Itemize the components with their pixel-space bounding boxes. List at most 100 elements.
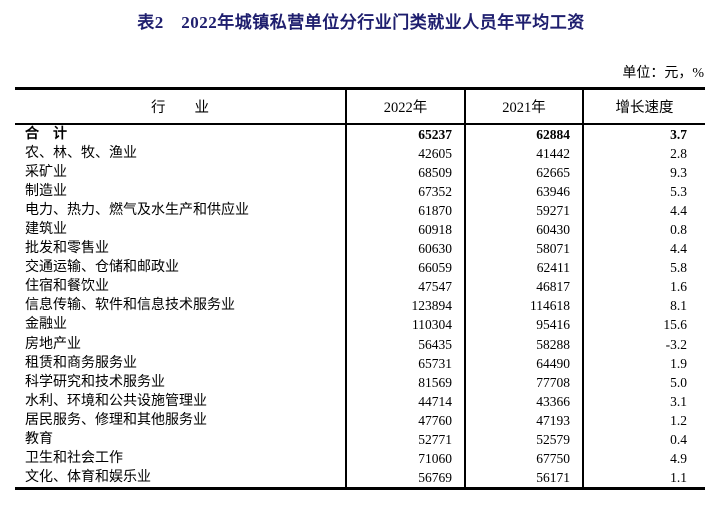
col-header-2021: 2021年: [464, 88, 583, 125]
industry-name-cell: 制造业: [25, 183, 67, 199]
growth-rate-cell: 3.1: [582, 391, 705, 411]
table-row: 科学研究和技术服务业 81569 77708 5.0: [15, 372, 705, 392]
table-header: 行 业 2022年 2021年 增长速度: [15, 88, 705, 125]
industry-name-cell: 金融业: [25, 317, 67, 333]
table-row: 交通运输、仓储和邮政业 66059 62411 5.8: [15, 258, 705, 278]
value-2022-cell: 123894: [345, 296, 465, 316]
growth-rate-cell: 0.4: [582, 430, 705, 450]
col-header-growth: 增长速度: [582, 88, 705, 125]
table-row: 卫生和社会工作 71060 67750 4.9: [15, 449, 705, 469]
value-2021-cell: 41442: [464, 143, 583, 163]
industry-name-cell: 农、林、牧、渔业: [25, 145, 137, 161]
table-row: 电力、热力、燃气及水生产和供应业 61870 59271 4.4: [15, 200, 705, 220]
table-row: 金融业 110304 95416 15.6: [15, 315, 705, 335]
industry-name-cell: 信息传输、软件和信息技术服务业: [25, 298, 235, 314]
growth-rate-cell: 4.4: [582, 200, 705, 220]
value-2022-cell: 60918: [345, 219, 465, 240]
value-2022-cell: 68509: [345, 162, 465, 182]
growth-rate-cell: 3.7: [582, 123, 705, 144]
table-row: 批发和零售业 60630 58071 4.4: [15, 239, 705, 259]
growth-rate-cell: 1.6: [582, 277, 705, 297]
growth-rate-cell: 1.2: [582, 410, 705, 430]
industry-name-cell: 住宿和餐饮业: [25, 279, 109, 295]
growth-rate-cell: -3.2: [582, 334, 705, 354]
growth-rate-cell: 9.3: [582, 162, 705, 182]
value-2022-cell: 56435: [345, 334, 465, 354]
value-2022-cell: 52771: [345, 430, 465, 450]
table-row: 文化、体育和娱乐业 56769 56171 1.1: [15, 468, 705, 489]
value-2021-cell: 47193: [464, 410, 583, 430]
value-2022-cell: 65237: [345, 123, 465, 144]
value-2022-cell: 47760: [345, 410, 465, 430]
table-row: 房地产业 56435 58288 -3.2: [15, 334, 705, 354]
value-2022-cell: 56769: [345, 468, 465, 489]
value-2021-cell: 59271: [464, 200, 583, 220]
value-2021-cell: 62665: [464, 162, 583, 182]
value-2022-cell: 47547: [345, 277, 465, 297]
table-row: 住宿和餐饮业 47547 46817 1.6: [15, 277, 705, 297]
value-2022-cell: 71060: [345, 449, 465, 469]
value-2022-cell: 65731: [345, 353, 465, 373]
industry-name-cell: 建筑业: [25, 221, 67, 237]
industry-name-cell: 合 计: [25, 126, 67, 142]
growth-rate-cell: 4.9: [582, 449, 705, 469]
value-2021-cell: 58071: [464, 239, 583, 259]
col-header-2022: 2022年: [345, 88, 465, 125]
growth-rate-cell: 0.8: [582, 219, 705, 240]
table-body: 合 计 65237 62884 3.7 农、林、牧、渔业 42605 41442…: [15, 123, 705, 489]
table-title: 表2 2022年城镇私营单位分行业门类就业人员年平均工资: [137, 13, 585, 32]
value-2022-cell: 81569: [345, 372, 465, 392]
value-2021-cell: 77708: [464, 372, 583, 392]
value-2021-cell: 56171: [464, 468, 583, 489]
value-2021-cell: 43366: [464, 391, 583, 411]
growth-rate-cell: 5.0: [582, 372, 705, 392]
value-2021-cell: 67750: [464, 449, 583, 469]
table-row: 水利、环境和公共设施管理业 44714 43366 3.1: [15, 391, 705, 411]
industry-name-cell: 卫生和社会工作: [25, 451, 123, 467]
industry-name-cell: 教育: [25, 432, 53, 447]
growth-rate-cell: 1.9: [582, 353, 705, 373]
value-2021-cell: 63946: [464, 181, 583, 201]
industry-name-cell: 租赁和商务服务业: [25, 355, 137, 371]
growth-rate-cell: 1.1: [582, 468, 705, 489]
table-row: 采矿业 68509 62665 9.3: [15, 162, 705, 182]
industry-name-cell: 居民服务、修理和其他服务业: [25, 412, 207, 428]
value-2022-cell: 61870: [345, 200, 465, 220]
growth-rate-cell: 2.8: [582, 143, 705, 163]
table-row: 农、林、牧、渔业 42605 41442 2.8: [15, 143, 705, 163]
growth-rate-cell: 8.1: [582, 296, 705, 316]
industry-name-cell: 文化、体育和娱乐业: [25, 470, 151, 486]
value-2021-cell: 52579: [464, 430, 583, 450]
value-2022-cell: 42605: [345, 143, 465, 163]
table-row: 居民服务、修理和其他服务业 47760 47193 1.2: [15, 410, 705, 430]
growth-rate-cell: 4.4: [582, 239, 705, 259]
value-2021-cell: 60430: [464, 219, 583, 240]
industry-name-cell: 科学研究和技术服务业: [25, 374, 165, 390]
value-2022-cell: 60630: [345, 239, 465, 259]
value-2021-cell: 64490: [464, 353, 583, 373]
growth-rate-cell: 5.3: [582, 181, 705, 201]
table-row-total: 合 计 65237 62884 3.7: [15, 123, 705, 144]
value-2021-cell: 62884: [464, 123, 583, 144]
value-2022-cell: 67352: [345, 181, 465, 201]
header-row: 行 业 2022年 2021年 增长速度: [15, 88, 705, 125]
growth-rate-cell: 15.6: [582, 315, 705, 335]
wage-table: 行 业 2022年 2021年 增长速度 合 计 65237 62884 3.7…: [15, 87, 705, 491]
industry-name-cell: 采矿业: [25, 164, 67, 180]
unit-label: 单位：元，%: [622, 66, 704, 81]
value-2022-cell: 44714: [345, 391, 465, 411]
table-row: 教育 52771 52579 0.4: [15, 430, 705, 450]
industry-name-cell: 电力、热力、燃气及水生产和供应业: [25, 202, 249, 218]
value-2021-cell: 46817: [464, 277, 583, 297]
industry-name-cell: 水利、环境和公共设施管理业: [25, 393, 207, 409]
value-2022-cell: 66059: [345, 258, 465, 278]
table-row: 制造业 67352 63946 5.3: [15, 181, 705, 201]
value-2021-cell: 95416: [464, 315, 583, 335]
table-row: 信息传输、软件和信息技术服务业 123894 114618 8.1: [15, 296, 705, 316]
value-2021-cell: 58288: [464, 334, 583, 354]
col-header-industry: 行 业: [15, 88, 346, 125]
value-2021-cell: 62411: [464, 258, 583, 278]
table-row: 租赁和商务服务业 65731 64490 1.9: [15, 353, 705, 373]
industry-name-cell: 房地产业: [25, 336, 81, 352]
